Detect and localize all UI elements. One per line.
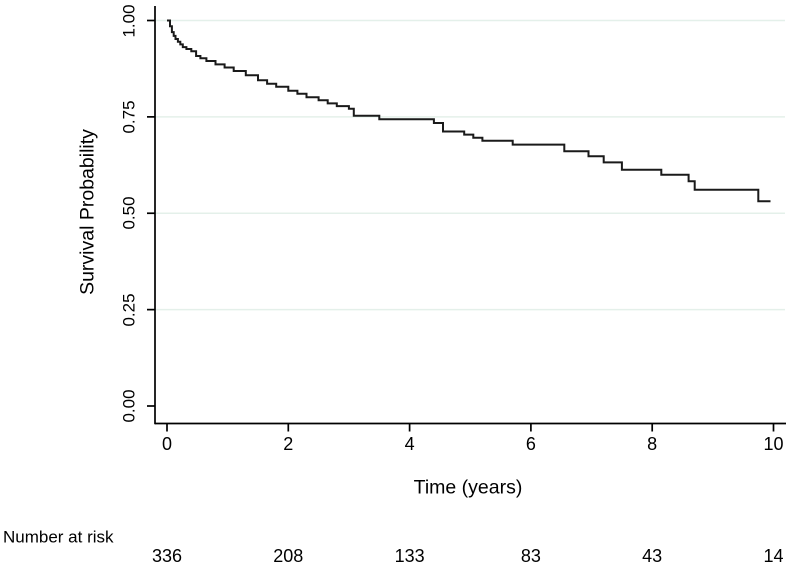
y-tick-label: 0.50 [119,196,139,230]
y-tick-label: 0.00 [119,389,139,423]
y-tick-label: 1.00 [119,3,139,38]
x-axis-title: Time (years) [413,476,523,499]
y-tick-label: 0.25 [119,292,139,327]
x-tick-label: 6 [525,434,536,454]
x-tick-label: 2 [283,434,294,454]
risk-count: 43 [642,546,663,566]
y-axis-title: Survival Probability [76,129,99,295]
risk-count: 208 [273,546,304,566]
x-tick-label: 8 [647,434,658,454]
x-tick-label: 10 [763,434,784,454]
number-at-risk-label: Number at risk [3,527,114,547]
x-tick-label: 4 [404,434,415,454]
risk-count: 133 [394,546,425,566]
survival-curve [167,19,771,203]
y-tick-label: 0.75 [119,99,139,134]
risk-count: 83 [520,546,541,566]
x-tick-label: 0 [161,434,173,454]
risk-count: 14 [763,546,784,566]
risk-count: 336 [151,546,183,566]
